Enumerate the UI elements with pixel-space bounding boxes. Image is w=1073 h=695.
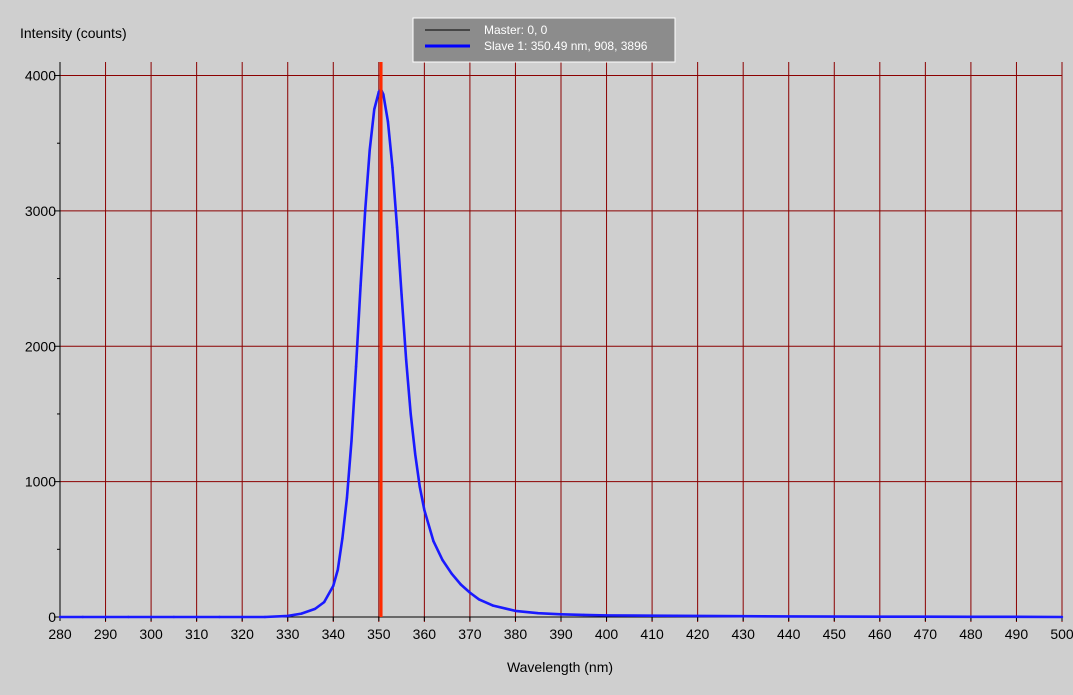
data-point bbox=[514, 609, 517, 613]
data-point bbox=[286, 614, 289, 618]
data-point bbox=[195, 615, 198, 619]
data-point bbox=[386, 120, 390, 123]
data-point bbox=[696, 614, 699, 618]
data-point bbox=[300, 612, 303, 615]
data-point bbox=[418, 485, 422, 489]
data-point bbox=[350, 439, 353, 443]
data-point bbox=[240, 615, 244, 619]
data-point bbox=[432, 539, 435, 543]
x-tick-label-390: 390 bbox=[549, 626, 573, 642]
data-point bbox=[582, 613, 585, 617]
y-tick-label-2000: 2000 bbox=[25, 338, 56, 354]
data-point bbox=[441, 558, 444, 562]
y-axis-label: Intensity (counts) bbox=[20, 25, 127, 41]
data-point bbox=[263, 615, 267, 619]
data-point bbox=[833, 615, 836, 618]
x-tick-label-320: 320 bbox=[231, 626, 255, 642]
x-tick-label-350: 350 bbox=[367, 626, 391, 642]
x-tick-labels: 280 290 300 310 320 330 340 350 360 370 380 390 400 4… bbox=[48, 626, 1073, 642]
y-tick-label-4000: 4000 bbox=[25, 68, 56, 84]
data-point bbox=[477, 598, 481, 601]
data-point bbox=[400, 293, 403, 297]
x-tick-label-310: 310 bbox=[185, 626, 209, 642]
data-point bbox=[423, 508, 426, 512]
data-point bbox=[368, 148, 371, 152]
data-point bbox=[377, 90, 381, 93]
data-point bbox=[741, 614, 745, 618]
x-tick-label-440: 440 bbox=[777, 626, 801, 642]
data-point bbox=[491, 604, 494, 607]
x-tick-label-280: 280 bbox=[48, 626, 72, 642]
data-point bbox=[345, 496, 349, 500]
x-tick-label-460: 460 bbox=[868, 626, 892, 642]
data-point bbox=[468, 591, 472, 594]
data-point bbox=[127, 615, 130, 619]
data-point bbox=[450, 572, 453, 575]
data-point bbox=[359, 284, 362, 287]
data-point bbox=[409, 412, 412, 416]
data-point bbox=[332, 584, 335, 588]
data-point bbox=[313, 607, 317, 611]
data-point bbox=[650, 614, 654, 617]
data-point bbox=[81, 615, 84, 619]
data-point bbox=[878, 615, 882, 618]
x-tick-label-340: 340 bbox=[322, 626, 346, 642]
data-point bbox=[537, 612, 540, 615]
y-tick-label-1000: 1000 bbox=[25, 474, 56, 490]
x-tick-label-490: 490 bbox=[1005, 626, 1029, 642]
x-tick-label-430: 430 bbox=[732, 626, 756, 642]
x-tick-label-370: 370 bbox=[458, 626, 482, 642]
data-point bbox=[104, 615, 107, 619]
data-point bbox=[459, 583, 462, 586]
data-point bbox=[172, 615, 176, 619]
data-point bbox=[341, 537, 344, 540]
data-point bbox=[391, 166, 394, 169]
data-point bbox=[559, 613, 563, 616]
data-point bbox=[1015, 615, 1018, 619]
data-point bbox=[322, 600, 326, 604]
x-tick-label-360: 360 bbox=[413, 626, 437, 642]
x-tick-label-500: 500 bbox=[1050, 626, 1073, 642]
data-point bbox=[395, 225, 399, 229]
axes bbox=[54, 62, 1063, 621]
legend[interactable]: Master: 0, 0 Slave 1: 350.49 nm, 908, 38… bbox=[412, 17, 676, 63]
x-tick-label-290: 290 bbox=[94, 626, 118, 642]
data-point bbox=[787, 615, 790, 618]
data-point bbox=[1060, 615, 1064, 619]
legend-label-master: Master: 0, 0 bbox=[484, 23, 548, 37]
data-point bbox=[414, 453, 417, 456]
data-point bbox=[373, 108, 376, 111]
x-tick-label-410: 410 bbox=[640, 626, 664, 642]
x-tick-label-450: 450 bbox=[823, 626, 847, 642]
data-point bbox=[218, 615, 221, 619]
data-point bbox=[58, 615, 62, 619]
x-tick-label-300: 300 bbox=[139, 626, 163, 642]
x-tick-label-400: 400 bbox=[595, 626, 619, 642]
y-tick-label-0: 0 bbox=[48, 609, 56, 625]
data-point bbox=[336, 568, 340, 571]
data-point bbox=[404, 358, 408, 362]
legend-box bbox=[412, 17, 676, 63]
x-tick-label-470: 470 bbox=[914, 626, 938, 642]
series-layer bbox=[58, 88, 1064, 619]
data-point bbox=[363, 209, 367, 213]
data-point bbox=[605, 614, 608, 617]
y-tick-labels: 0 1000 2000 3000 4000 bbox=[25, 68, 56, 625]
x-axis-label: Wavelength (nm) bbox=[507, 659, 613, 675]
data-point bbox=[924, 615, 927, 618]
series-line-slave-1 bbox=[60, 88, 1063, 619]
x-tick-label-480: 480 bbox=[959, 626, 983, 642]
y-tick-label-3000: 3000 bbox=[25, 203, 56, 219]
data-point bbox=[382, 93, 385, 96]
legend-label-slave-1: Slave 1: 350.49 nm, 908, 3896 bbox=[484, 39, 648, 53]
grid-lines bbox=[60, 62, 1063, 622]
x-tick-label-330: 330 bbox=[276, 626, 300, 642]
x-tick-label-420: 420 bbox=[686, 626, 710, 642]
x-tick-label-380: 380 bbox=[504, 626, 528, 642]
data-point bbox=[149, 615, 153, 619]
data-point bbox=[969, 615, 973, 619]
data-point bbox=[354, 365, 358, 368]
